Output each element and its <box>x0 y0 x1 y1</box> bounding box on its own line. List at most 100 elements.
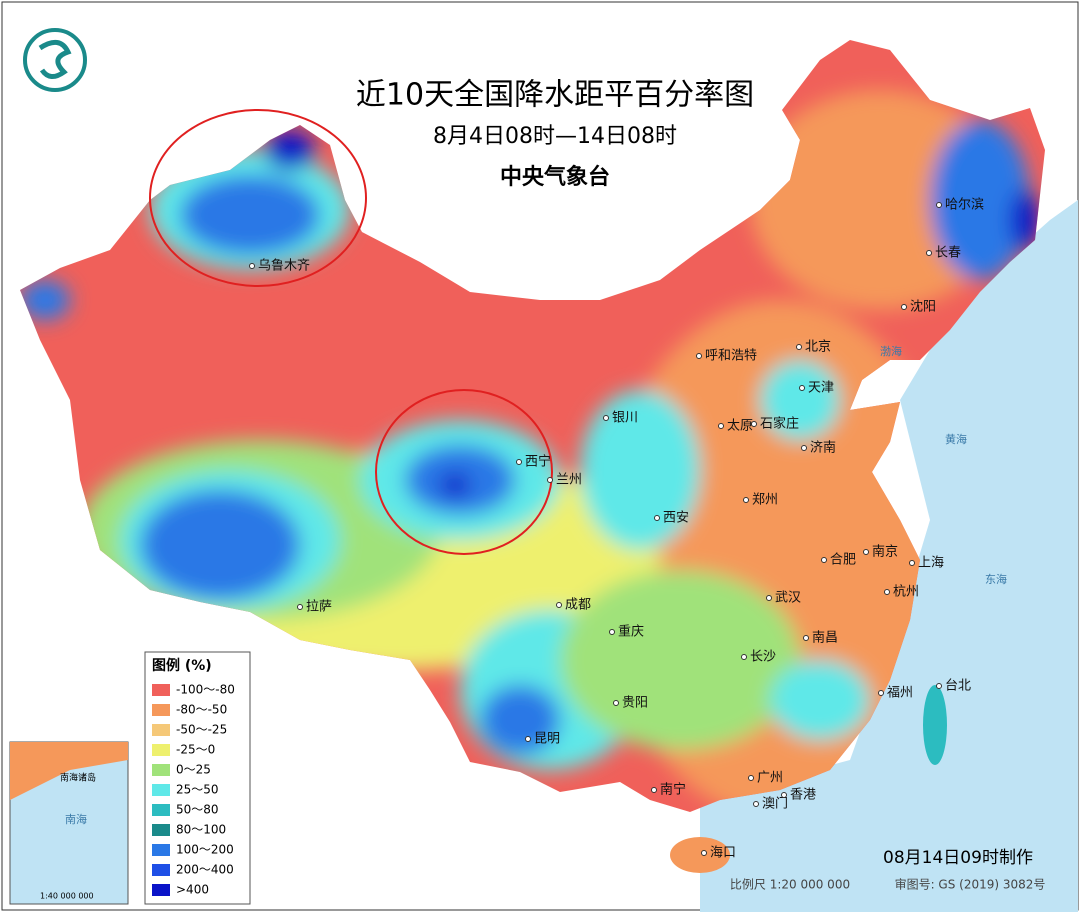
city-label: 合肥 <box>830 553 856 568</box>
legend-swatch <box>152 784 170 796</box>
legend-title: 图例 (%) <box>152 657 212 674</box>
legend-swatch <box>152 684 170 696</box>
sea <box>700 200 1078 912</box>
highlight-circle <box>375 389 553 555</box>
city-label: 济南 <box>810 440 836 456</box>
inset-land <box>10 742 128 800</box>
city-dot <box>766 595 772 601</box>
city-label: 银川 <box>612 411 638 426</box>
city-label: 沈阳 <box>910 300 936 315</box>
city-label: 海口 <box>710 846 736 861</box>
city-label: 上海 <box>918 556 944 571</box>
city-label: 南宁 <box>660 782 686 798</box>
city-dot <box>516 459 522 465</box>
city-label: 长沙 <box>750 650 776 665</box>
legend-label: 80～100 <box>176 823 226 837</box>
city-label: 北京 <box>805 340 831 355</box>
city-label: 香港 <box>790 788 816 803</box>
scale: 比例尺 1:20 000 000 <box>730 878 850 892</box>
legend-swatch <box>152 864 170 876</box>
city-dot <box>909 560 915 566</box>
city-label: 西安 <box>663 511 689 526</box>
city-dot <box>884 589 890 595</box>
legend-label: -25～0 <box>176 743 215 757</box>
city-dot <box>821 557 827 563</box>
city-label: 拉萨 <box>306 600 332 615</box>
legend-swatch <box>152 704 170 716</box>
city-dot <box>781 792 787 798</box>
legend: -100～-80 -80～-50 -50～-25 -25～0 0～25 25～50 50～8… <box>152 683 235 897</box>
city-label: 哈尔滨 <box>945 197 984 213</box>
city-label: 武汉 <box>775 591 801 606</box>
city-label: 昆明 <box>534 732 560 747</box>
highlight-circle <box>149 109 367 287</box>
logo-mark <box>38 39 72 79</box>
city-dot <box>803 635 809 641</box>
city-dot <box>701 850 707 856</box>
sea-label: 南海 <box>65 812 87 826</box>
legend-swatch <box>152 744 170 756</box>
city-label: 台北 <box>945 679 971 694</box>
city-dot <box>936 683 942 689</box>
city-label: 广州 <box>757 771 783 786</box>
legend-swatch <box>152 884 170 896</box>
legend-swatch <box>152 724 170 736</box>
sea-label: 渤海 <box>880 344 902 358</box>
logo <box>23 28 87 92</box>
legend-label: 0～25 <box>176 763 211 777</box>
city-dot <box>297 604 303 610</box>
city-label: 乌鲁木齐 <box>258 258 310 274</box>
city-dot <box>863 549 869 555</box>
city-dot <box>741 654 747 660</box>
city-dot <box>926 250 932 256</box>
city-dot <box>718 423 724 429</box>
city-label: 杭州 <box>893 585 919 600</box>
city-dot <box>801 445 807 451</box>
made-time: 08月14日09时制作 <box>883 848 1033 868</box>
title: 近10天全国降水距平百分率图 <box>356 78 754 113</box>
city-label: 郑州 <box>752 493 778 508</box>
city-dot <box>603 415 609 421</box>
subtitle: 8月4日08时—14日08时 <box>433 124 677 149</box>
city-label: 澳门 <box>762 796 788 812</box>
city-dot <box>936 202 942 208</box>
city-dot <box>901 304 907 310</box>
city-label: 南昌 <box>812 630 838 646</box>
city-label: 太原 <box>727 419 753 434</box>
city-dot <box>753 801 759 807</box>
city-dot <box>751 421 757 427</box>
legend-label: 200～400 <box>176 863 234 877</box>
legend-label: -100～-80 <box>176 683 235 697</box>
city-label: 西宁 <box>525 454 551 470</box>
city-dot <box>249 263 255 269</box>
city-dot <box>651 787 657 793</box>
city-dot <box>556 602 562 608</box>
sea-label: 黄海 <box>945 432 967 446</box>
inset-label: 南海诸岛 <box>60 772 96 784</box>
city-dot <box>796 344 802 350</box>
city-label: 贵阳 <box>622 696 648 711</box>
legend-label: 100～200 <box>176 843 234 857</box>
legend-swatch <box>152 844 170 856</box>
city-label: 石家庄 <box>760 416 799 432</box>
city-dot <box>654 515 660 521</box>
city-dot <box>878 690 884 696</box>
city-dot <box>547 477 553 483</box>
legend-label: 25～50 <box>176 783 219 797</box>
city-label: 呼和浩特 <box>705 349 757 364</box>
agency: 中央气象台 <box>500 164 610 190</box>
legend-label: 50～80 <box>176 803 219 817</box>
city-label: 南京 <box>872 544 898 560</box>
legend-label: -80～-50 <box>176 703 227 717</box>
city-label: 成都 <box>565 598 591 613</box>
legend-swatch <box>152 764 170 776</box>
review-number: 审图号: GS (2019) 3082号 <box>895 877 1046 892</box>
legend-label: >400 <box>176 883 209 897</box>
legend-swatch <box>152 804 170 816</box>
city-label: 福州 <box>887 686 913 701</box>
legend-label: -50～-25 <box>176 723 227 737</box>
legend-swatch <box>152 824 170 836</box>
